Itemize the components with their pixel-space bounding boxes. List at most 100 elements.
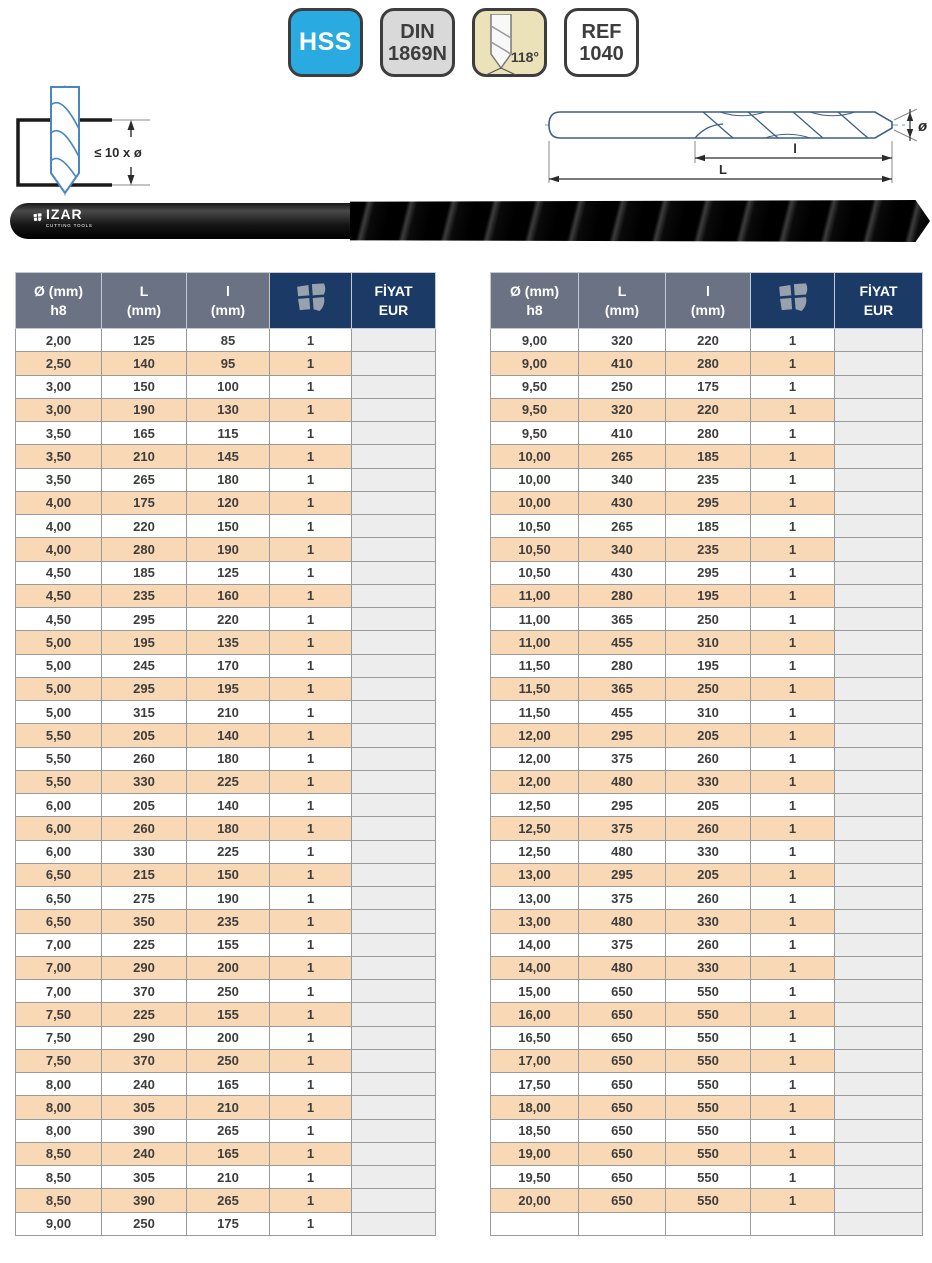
- cell-diameter: 5,00: [15, 699, 102, 725]
- table-row: 17,50 650 550 1: [490, 1071, 923, 1097]
- cell-flute-length: 170: [186, 653, 270, 678]
- cell-total-length: 370: [101, 978, 187, 1004]
- cell-pack-qty: 1: [750, 955, 835, 981]
- cell-total-length: 430: [578, 490, 666, 516]
- badge-hss: HSS: [288, 8, 363, 77]
- cell-diameter: 19,50: [490, 1164, 579, 1190]
- cell-flute-length: 330: [665, 839, 751, 864]
- cell-flute-length: 195: [665, 583, 751, 609]
- cell-diameter: 9,50: [490, 374, 579, 399]
- table-row: 4,00 220 150 1: [15, 513, 436, 539]
- cell-pack-qty: 1: [269, 606, 352, 632]
- cell-diameter: 6,00: [15, 792, 102, 818]
- cell-pack-qty: 1: [750, 467, 835, 492]
- cell-pack-qty: 1: [269, 1141, 352, 1167]
- cell-diameter: 5,00: [15, 630, 102, 655]
- table-row: 9,00 250 175 1: [15, 1211, 436, 1236]
- cell-pack-qty: 1: [750, 606, 835, 632]
- cell-flute-length: 220: [186, 606, 270, 632]
- cell-price: [351, 351, 436, 376]
- cell-pack-qty: 1: [750, 1095, 835, 1120]
- cell-total-length: 305: [101, 1164, 187, 1190]
- cell-flute-length: 295: [665, 490, 751, 516]
- cell-total-length: 260: [101, 816, 187, 841]
- cell-price: [834, 513, 923, 539]
- cell-total-length: 410: [578, 351, 666, 376]
- cell-flute-length: 550: [665, 1164, 751, 1190]
- header-pack-qty: [269, 272, 352, 329]
- table-row: 3,50 265 180 1: [15, 467, 436, 492]
- cell-price: [834, 885, 923, 911]
- cell-pack-qty: 1: [269, 1025, 352, 1050]
- cell-price: [834, 1048, 923, 1074]
- table-row: 14,00 375 260 1: [490, 932, 923, 957]
- cell-pack-qty: 1: [269, 1095, 352, 1120]
- cell-pack-qty: 1: [750, 583, 835, 609]
- cell-pack-qty: 1: [750, 327, 835, 353]
- cell-flute-length: 280: [665, 351, 751, 376]
- cell-pack-qty: 1: [750, 885, 835, 911]
- table-row: 10,50 265 185 1: [490, 513, 923, 539]
- table-row: 4,00 280 190 1: [15, 537, 436, 562]
- cell-total-length: 430: [578, 560, 666, 585]
- cell-flute-length: 180: [186, 746, 270, 771]
- cell-pack-qty: 1: [269, 537, 352, 562]
- cell-pack-qty: 1: [750, 862, 835, 888]
- cell-pack-qty: 1: [269, 839, 352, 864]
- cell-total-length: 235: [101, 583, 187, 609]
- cell-total-length: 650: [578, 1048, 666, 1074]
- table-row: 7,00 290 200 1: [15, 955, 436, 981]
- cell-diameter: 6,50: [15, 909, 102, 934]
- cell-diameter: 10,00: [490, 444, 579, 469]
- cell-flute-length: 140: [186, 723, 270, 748]
- cell-pack-qty: 1: [750, 723, 835, 748]
- table-row: 11,50 365 250 1: [490, 676, 923, 702]
- cell-flute-length: 145: [186, 444, 270, 469]
- table-row: 3,00 150 100 1: [15, 374, 436, 399]
- cell-pack-qty: 1: [750, 792, 835, 818]
- cell-total-length: 330: [101, 839, 187, 864]
- table-row: 6,00 205 140 1: [15, 792, 436, 818]
- cell-total-length: 650: [578, 978, 666, 1004]
- cell-pack-qty: 1: [750, 978, 835, 1004]
- cell-total-length: 480: [578, 909, 666, 934]
- left-table-body: 2,00 125 85 1 2,50 140 95 1 3,00 150 100 1 3,00 190 13…: [15, 327, 436, 1236]
- cell-pack-qty: 1: [269, 653, 352, 678]
- cell-flute-length: 185: [665, 513, 751, 539]
- cell-flute-length: 330: [665, 769, 751, 795]
- table-row: 7,00 370 250 1: [15, 978, 436, 1004]
- cell-diameter: 19,00: [490, 1141, 579, 1167]
- cell-price: [351, 862, 436, 888]
- cell-diameter: 11,50: [490, 699, 579, 725]
- cell-diameter: 2,00: [15, 327, 102, 353]
- cell-price: [351, 606, 436, 632]
- cell-diameter: 5,50: [15, 723, 102, 748]
- cell-diameter: 3,00: [15, 397, 102, 423]
- cell-diameter: 6,50: [15, 862, 102, 888]
- table-row: 8,00 240 165 1: [15, 1071, 436, 1097]
- cell-flute-length: 200: [186, 1025, 270, 1050]
- cell-price: [834, 699, 923, 725]
- cell-flute-length: 195: [186, 676, 270, 702]
- cell-total-length: 260: [101, 746, 187, 771]
- cell-total-length: 225: [101, 932, 187, 957]
- cell-price: [834, 1095, 923, 1120]
- cell-pack-qty: 1: [269, 909, 352, 934]
- table-row: [490, 1211, 923, 1236]
- cell-diameter: 5,50: [15, 746, 102, 771]
- table-row: 9,00 410 280 1: [490, 351, 923, 376]
- cell-price: [351, 816, 436, 841]
- cell-pack-qty: 1: [269, 560, 352, 585]
- cell-diameter: 8,00: [15, 1071, 102, 1097]
- cell-flute-length: 155: [186, 932, 270, 957]
- cell-flute-length: 330: [665, 909, 751, 934]
- table-row: 5,00 315 210 1: [15, 699, 436, 725]
- table-row: 5,00 245 170 1: [15, 653, 436, 678]
- cell-diameter: 14,00: [490, 932, 579, 957]
- cell-diameter: 3,50: [15, 420, 102, 446]
- cell-flute-length: 210: [186, 1095, 270, 1120]
- cell-pack-qty: 1: [750, 909, 835, 934]
- cell-price: [834, 327, 923, 353]
- header-diameter: Ø (mm) h8: [15, 272, 102, 329]
